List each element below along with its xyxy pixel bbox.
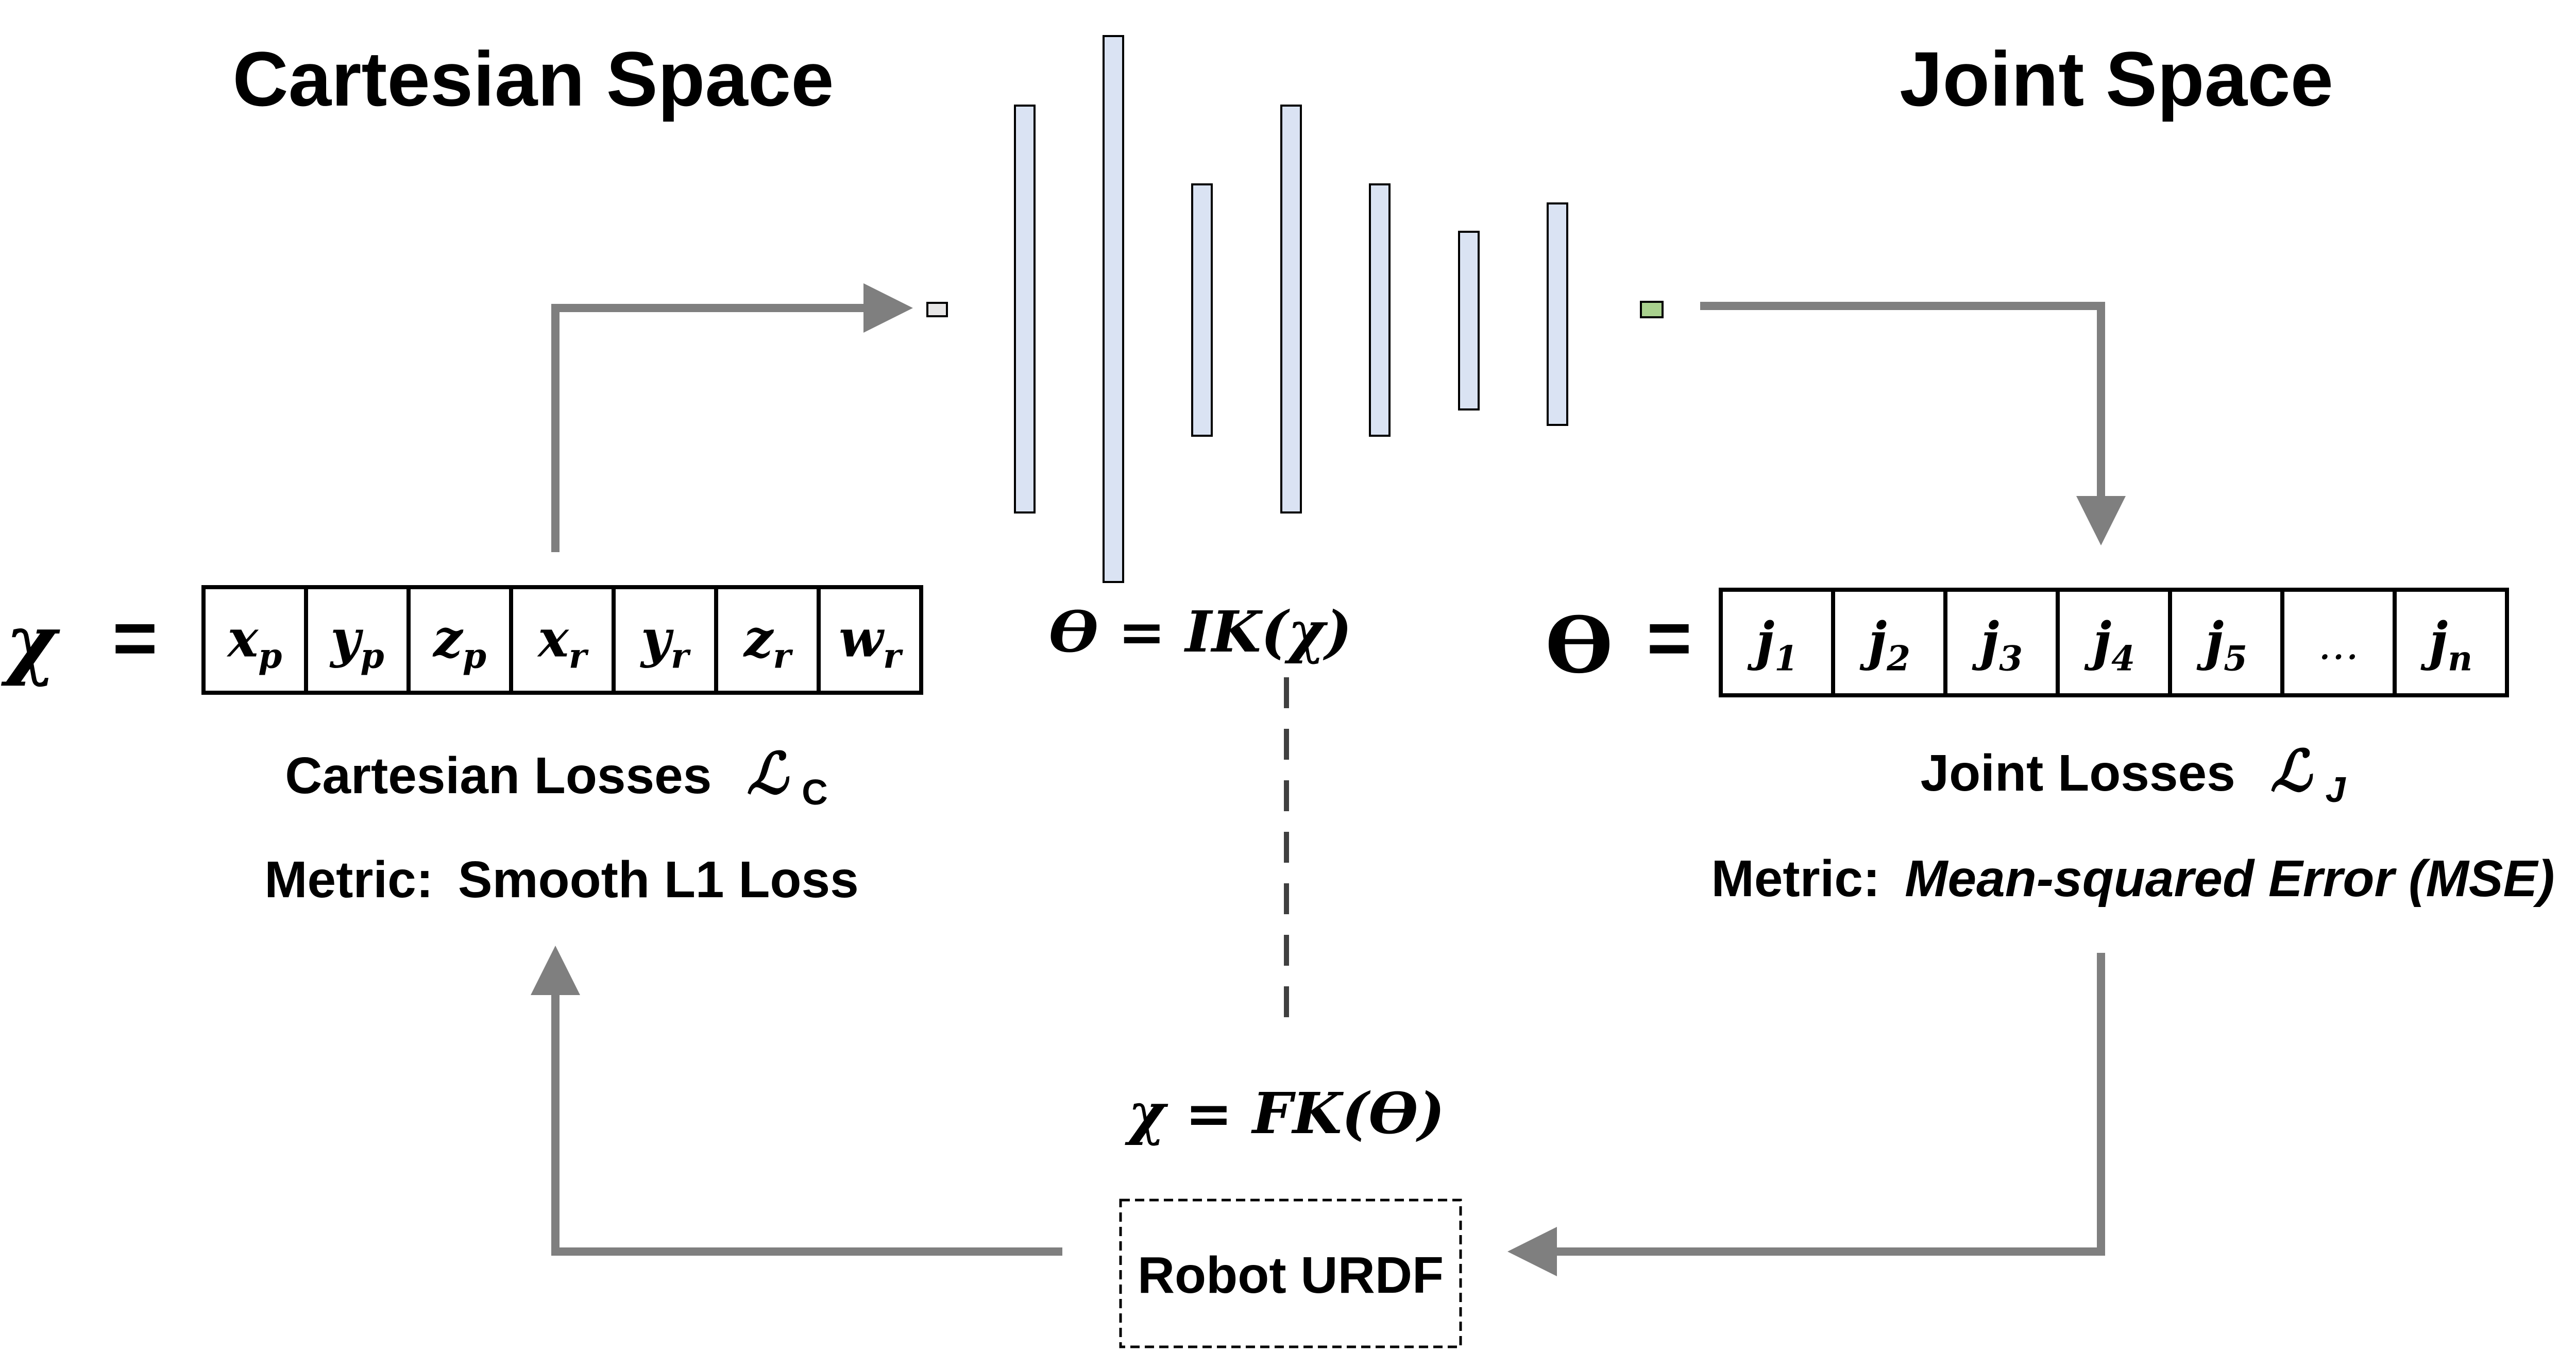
cartesian-cell (304, 585, 411, 695)
joint-cell (1719, 588, 1835, 697)
joint-cell (2280, 588, 2397, 697)
left-equals: = (112, 594, 158, 681)
right-equals: = (1647, 594, 1692, 681)
joint-cell (2056, 588, 2172, 697)
cartesian-cell-label: zr (743, 608, 793, 676)
joint-cell-label: … (2318, 621, 2359, 669)
cartesian-losses-label: Cartesian Losses ℒ C (285, 740, 828, 812)
joint-cell (1943, 588, 2060, 697)
cartesian-metric: Metric: Smooth L1 Loss (264, 851, 858, 909)
joint-losses-label: Joint Losses ℒ J (1920, 738, 2346, 810)
joint-cell (2168, 588, 2284, 697)
network-layer (1014, 105, 1036, 514)
cartesian-cell (817, 585, 923, 695)
chi-symbol: χ (1, 597, 61, 688)
network-layer (1280, 105, 1302, 514)
cartesian-cell-label: xp (227, 608, 282, 676)
joint-metric: Metric: Mean-squared Error (MSE) (1711, 850, 2555, 908)
cartesian-cell-label: xr (537, 608, 589, 676)
joint-cell (2393, 588, 2509, 697)
fk-equation: χ = FK(ϴ) (1125, 1080, 1445, 1146)
network-layer (1547, 202, 1568, 426)
robot-urdf-label: Robot URDF (1138, 1246, 1444, 1304)
cartesian-cell-label: yr (640, 608, 691, 676)
robot-urdf-box (1119, 1199, 1462, 1348)
cartesian-cell (714, 585, 821, 695)
joint-vector: j1 j2 j3 j4 j5… jn (1719, 588, 2509, 697)
cartesian-cell (612, 585, 718, 695)
cartesian-vector: xp yp zp xr yr zr wr (201, 585, 923, 695)
network-layer (1191, 183, 1213, 437)
arrow-network-to-joint (1700, 302, 2126, 545)
output-node (1640, 301, 1664, 318)
arrow-cartesian-to-network (551, 283, 913, 552)
theta-symbol: ϴ (1546, 600, 1613, 691)
arrow-joint-to-urdf (1507, 953, 2105, 1276)
neural-network (926, 35, 1664, 583)
network-layer (1458, 231, 1480, 410)
network-layer (1103, 35, 1124, 583)
joint-cell (1831, 588, 1947, 697)
heading-cartesian-space: Cartesian Space (232, 36, 834, 122)
cartesian-cell-label: wr (839, 608, 903, 676)
cartesian-cell-label: zp (432, 608, 486, 676)
input-node (926, 302, 948, 317)
network-layer (1369, 183, 1391, 437)
cartesian-cell-label: yp (329, 608, 384, 676)
ik-equation: ϴ = IK(χ) (1049, 598, 1352, 665)
heading-joint-space: Joint Space (1900, 36, 2333, 122)
arrow-urdf-to-cartesian (531, 946, 1062, 1256)
cartesian-cell (509, 585, 616, 695)
